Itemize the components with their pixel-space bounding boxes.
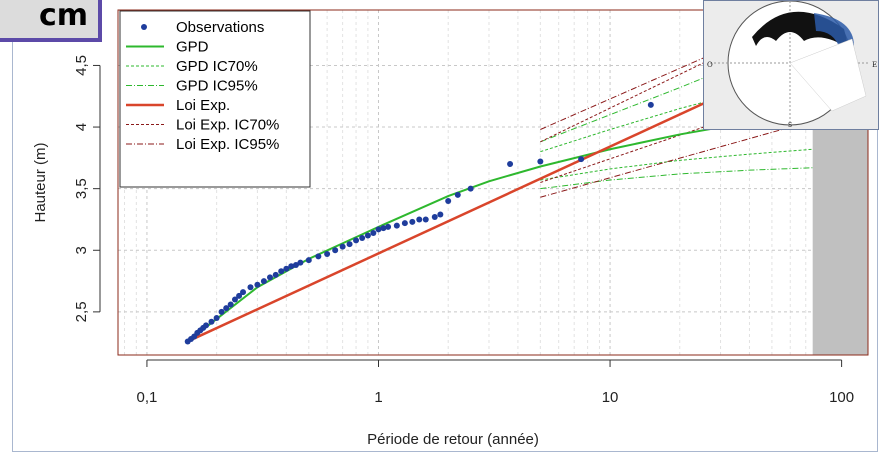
observation-point <box>267 274 274 281</box>
x-tick-label: 0,1 <box>137 389 158 406</box>
observation-point <box>203 322 210 329</box>
wind-rose-inset: O E S <box>703 0 879 130</box>
legend-box <box>119 10 311 188</box>
legend-label: GPD <box>176 39 209 56</box>
observation-point <box>260 278 267 285</box>
observation-point <box>353 237 360 244</box>
observation-point <box>278 268 285 275</box>
plot-area-border <box>117 9 869 356</box>
legend-label: Loi Exp. IC95% <box>176 136 279 153</box>
legend-label: Loi Exp. <box>176 97 230 114</box>
observation-point <box>236 292 243 299</box>
excluded-sector <box>789 38 867 112</box>
legend-label: GPD IC95% <box>176 78 258 95</box>
observation-point <box>240 289 247 296</box>
observation-point <box>359 234 366 241</box>
observation-point <box>305 257 312 264</box>
x-tick-label: 10 <box>602 389 619 406</box>
observation-point <box>445 197 452 204</box>
observation-point <box>375 226 382 233</box>
observation-point <box>370 230 377 237</box>
observation-point <box>254 281 261 288</box>
observation-point <box>272 271 279 278</box>
band-upper-line <box>540 74 813 153</box>
x-tick-label: 100 <box>829 389 854 406</box>
title-badge: cm <box>0 0 102 42</box>
observation-point <box>416 216 423 223</box>
observation-point <box>283 265 290 272</box>
observation-point <box>380 225 387 232</box>
observation-point <box>223 305 230 312</box>
y-tick-label: 4,5 <box>73 55 90 76</box>
y-tick-label: 2,5 <box>73 301 90 322</box>
observation-point <box>537 158 544 165</box>
compass-label-west: O <box>707 61 713 69</box>
legend-label: GPD IC70% <box>176 58 258 75</box>
observation-point <box>218 308 225 315</box>
scatter-cloud-blue <box>814 13 854 49</box>
observation-point <box>409 218 416 225</box>
observation-point <box>364 232 371 239</box>
observation-point <box>288 263 295 270</box>
compass-label-south: S <box>788 122 792 129</box>
wind-rose-graphic: O E S <box>707 1 877 129</box>
band-lower-line <box>540 89 813 183</box>
compass-label-east: E <box>872 61 877 69</box>
y-tick-label: 3 <box>73 246 90 254</box>
observation-point <box>213 315 220 322</box>
observation-point <box>467 185 474 192</box>
observation-point <box>247 284 254 291</box>
observation-point <box>454 191 461 198</box>
figure-frame <box>12 0 878 452</box>
legend: Observations GPD GPD IC70% GPD IC95% Loi Exp… <box>119 10 311 188</box>
legend-label: Loi Exp. IC70% <box>176 117 279 134</box>
observation-point <box>332 247 339 254</box>
observation-point <box>315 253 322 260</box>
y-tick-label: 3,5 <box>73 178 90 199</box>
y-tick-label: 4 <box>73 123 90 131</box>
legend-marker-points <box>141 24 147 30</box>
observation-point <box>208 318 215 325</box>
observation-point <box>297 259 304 266</box>
observation-point <box>385 223 392 230</box>
observation-point <box>324 250 331 257</box>
band-lower-line <box>540 167 813 190</box>
observation-point <box>401 220 408 227</box>
observation-point <box>431 214 438 220</box>
band-lower-line <box>540 120 813 198</box>
observation-point <box>578 156 585 163</box>
observation-point <box>227 301 234 308</box>
axis-ticks: 0,1 1 10 100 2,5 3 3,5 4 4,5 <box>73 55 854 406</box>
observation-point <box>231 296 238 303</box>
x-axis-label: Période de retour (année) <box>367 431 539 448</box>
observation-point <box>292 262 299 269</box>
observation-point <box>339 243 346 250</box>
observation-point <box>346 241 353 248</box>
y-axis-label: Hauteur (m) <box>32 142 49 222</box>
observation-point <box>437 211 444 218</box>
observation-point <box>422 216 429 223</box>
x-tick-label: 1 <box>374 389 382 406</box>
observation-point <box>507 161 514 168</box>
observation-point <box>647 101 654 108</box>
observation-point <box>393 222 400 229</box>
legend-label: Observations <box>176 19 264 36</box>
observation-points <box>184 101 654 345</box>
band-lower-line <box>540 148 813 181</box>
